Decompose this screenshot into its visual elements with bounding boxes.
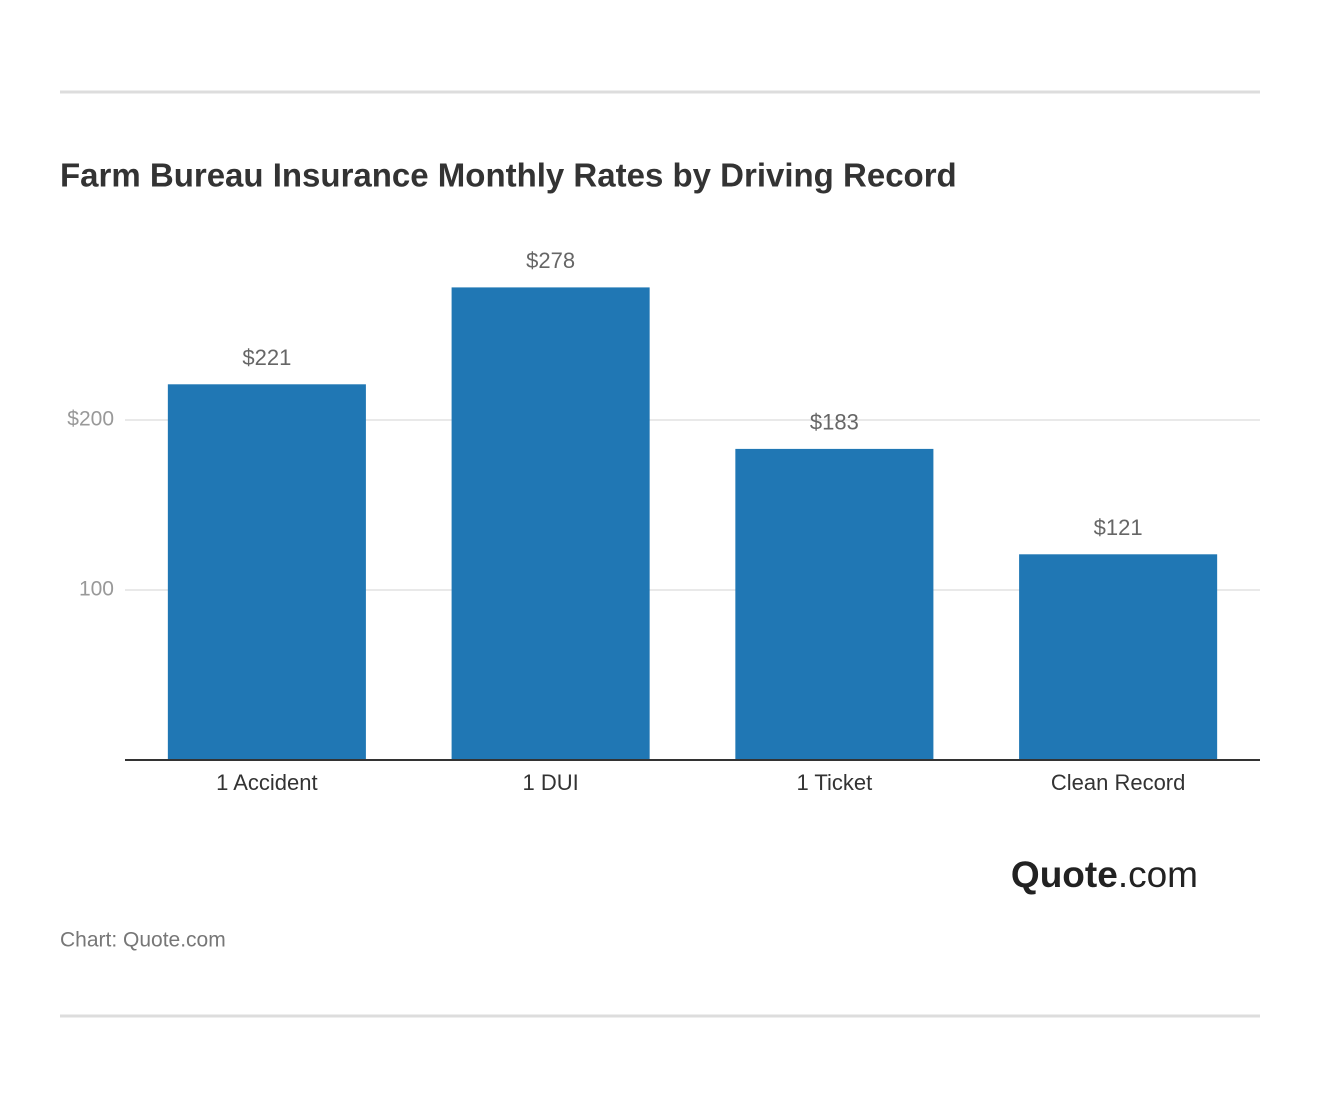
logo: Quote.com xyxy=(1011,854,1198,895)
value-label: $221 xyxy=(242,345,291,370)
x-tick-label: 1 DUI xyxy=(523,770,579,795)
x-tick-label: Clean Record xyxy=(1051,770,1186,795)
bar xyxy=(735,448,934,760)
value-label: $278 xyxy=(526,248,575,273)
logo-bold: Quote xyxy=(1011,854,1118,895)
bar xyxy=(167,384,366,760)
bar xyxy=(1019,554,1218,760)
x-tick-label: 1 Ticket xyxy=(796,770,872,795)
y-tick-label: 100 xyxy=(79,578,114,601)
value-label: $183 xyxy=(810,410,859,435)
chart-title: Farm Bureau Insurance Monthly Rates by D… xyxy=(60,157,957,194)
logo-suffix: .com xyxy=(1118,854,1198,895)
source: Chart: Quote.com xyxy=(60,929,226,952)
bar xyxy=(451,287,650,760)
y-tick-label: $200 xyxy=(67,408,114,431)
x-tick-label: 1 Accident xyxy=(216,770,318,795)
value-label: $121 xyxy=(1094,515,1143,540)
